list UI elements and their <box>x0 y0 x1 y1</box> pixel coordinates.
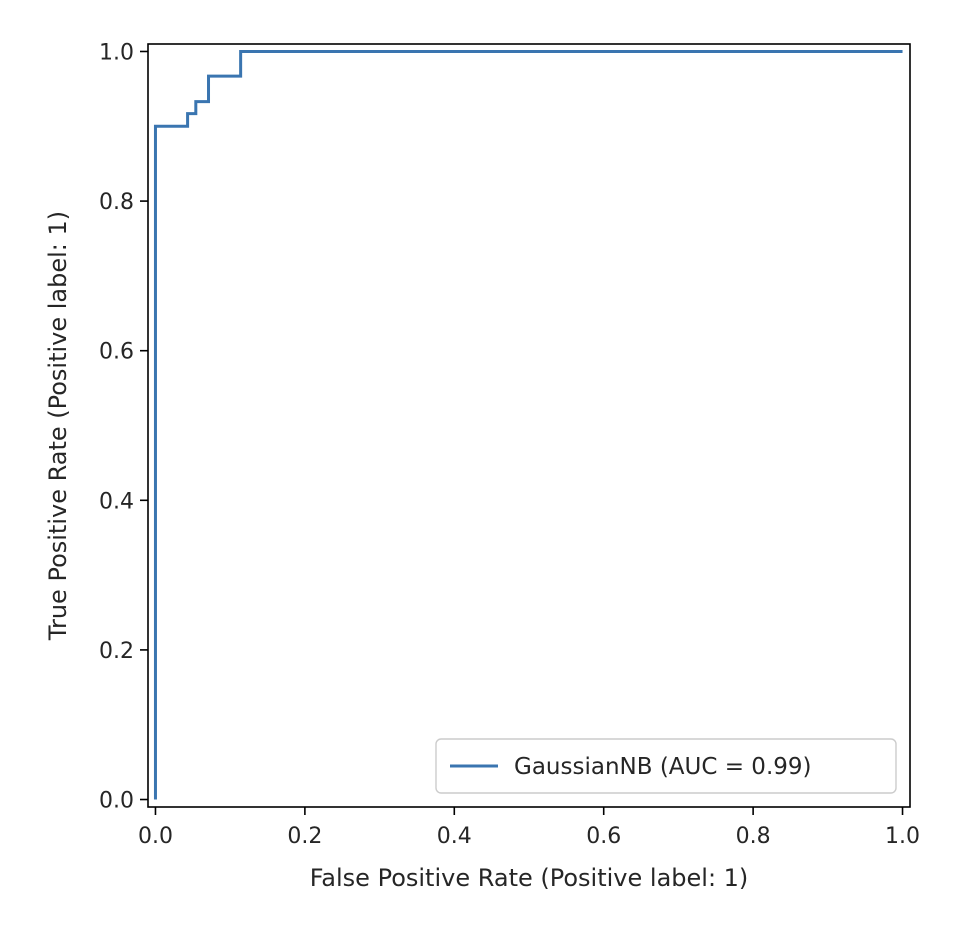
y-tick-label: 0.8 <box>99 190 134 215</box>
y-tick-label: 0.6 <box>99 340 134 365</box>
x-tick-label: 0.6 <box>586 824 621 849</box>
y-axis-label: True Positive Rate (Positive label: 1) <box>44 211 72 641</box>
y-tick-label: 1.0 <box>99 40 134 65</box>
y-axis-ticks: 0.0 0.2 0.4 0.6 0.8 1.0 <box>99 40 148 814</box>
y-tick-label: 0.4 <box>99 489 134 514</box>
x-tick-label: 0.2 <box>287 824 322 849</box>
y-tick-label: 0.2 <box>99 639 134 664</box>
x-axis-label: False Positive Rate (Positive label: 1) <box>310 864 749 892</box>
legend-entry-label: GaussianNB (AUC = 0.99) <box>514 754 812 780</box>
x-tick-label: 0.8 <box>736 824 771 849</box>
x-tick-label: 0.0 <box>138 824 173 849</box>
legend-box <box>435 738 897 794</box>
roc-curve-line <box>153 49 903 800</box>
axes-frame <box>147 43 911 808</box>
plot-area <box>153 49 903 800</box>
y-tick-label: 0.0 <box>99 789 134 814</box>
x-tick-label: 1.0 <box>885 824 920 849</box>
x-axis-ticks: 0.0 0.2 0.4 0.6 0.8 1.0 <box>138 807 920 849</box>
legend: GaussianNB (AUC = 0.99) <box>435 738 897 794</box>
x-tick-label: 0.4 <box>437 824 472 849</box>
